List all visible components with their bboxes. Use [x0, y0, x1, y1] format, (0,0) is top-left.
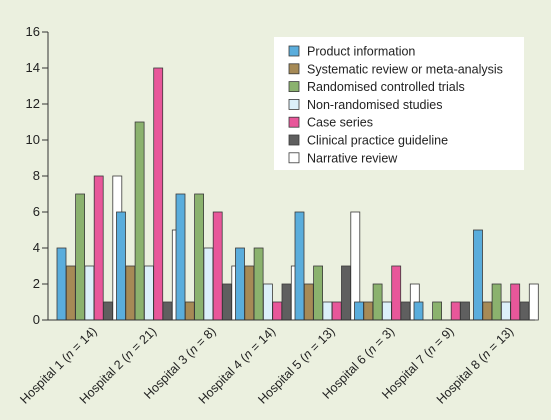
bar: [341, 265, 351, 321]
y-tick-label: 2: [33, 276, 40, 291]
bar: [235, 247, 245, 321]
bar: [400, 301, 411, 321]
y-tick-label: 14: [26, 60, 40, 75]
bar: [510, 283, 521, 321]
legend-label: Systematic review or meta-analysis: [307, 62, 503, 76]
bar: [75, 193, 85, 321]
bar: [262, 283, 273, 321]
bar: [56, 247, 67, 321]
bar: [391, 265, 402, 321]
bar: [103, 301, 113, 321]
legend-label: Clinical practice guideline: [307, 134, 448, 148]
bar: [322, 301, 333, 321]
y-tick-label: 0: [33, 312, 40, 327]
bar: [272, 301, 283, 321]
legend: Product information Systematic review or …: [274, 37, 524, 170]
legend-swatch: [288, 116, 300, 128]
bar: [294, 211, 305, 321]
y-tick-label: 4: [33, 240, 40, 255]
legend-swatch: [288, 99, 300, 110]
bar: [473, 229, 483, 321]
bar: [460, 301, 470, 321]
bar: [313, 265, 324, 321]
legend-label: Non-randomised studies: [307, 98, 443, 112]
bar: [116, 211, 126, 321]
bar: [134, 121, 145, 321]
bar: [381, 301, 392, 321]
bar: [491, 283, 502, 321]
bar: [194, 193, 205, 321]
bar: [303, 283, 314, 321]
bar: [450, 301, 461, 321]
y-tick-label: 6: [33, 204, 40, 219]
bar: [84, 265, 95, 321]
y-tick-label: 8: [33, 168, 40, 183]
bar: [372, 283, 383, 321]
bar: [212, 211, 223, 321]
bar: [528, 283, 539, 321]
legend-label: Product information: [307, 45, 415, 59]
bar: [153, 67, 164, 321]
bar: [125, 265, 136, 321]
bar: [175, 193, 186, 321]
bar: [354, 301, 364, 321]
legend-label: Narrative review: [307, 151, 398, 165]
x-axis: Hospital 1 (n = 14)Hospital 2 (n = 21)Ho…: [17, 319, 535, 407]
bar: [413, 301, 424, 321]
legend-label: Randomised controlled trials: [307, 80, 465, 94]
bar: [363, 301, 374, 321]
legend-swatch: [288, 81, 300, 92]
bar: [222, 283, 232, 321]
bar: [203, 247, 214, 321]
bar: [519, 301, 530, 321]
y-axis: 0 2 4 6 8 10 12 14 16: [26, 24, 49, 327]
legend-box: [274, 37, 524, 170]
bar: [500, 301, 511, 321]
legend-swatch: [288, 134, 300, 146]
bar: [281, 283, 292, 321]
bar: [93, 175, 104, 321]
bar: [162, 301, 173, 321]
bar: [432, 301, 443, 321]
bar: [244, 265, 255, 321]
legend-label: Case series: [307, 116, 373, 130]
bar: [65, 265, 76, 321]
y-tick-label: 12: [26, 96, 40, 111]
legend-swatch: [288, 152, 300, 164]
bar: [331, 301, 342, 321]
bar: [184, 301, 195, 321]
y-tick-label: 10: [26, 132, 40, 147]
bar: [143, 265, 154, 321]
bar: [253, 247, 264, 321]
bar: [482, 301, 493, 321]
y-tick-label: 16: [26, 24, 40, 39]
legend-swatch: [288, 45, 300, 57]
bars-group: [56, 67, 539, 321]
legend-swatch: [288, 63, 300, 75]
